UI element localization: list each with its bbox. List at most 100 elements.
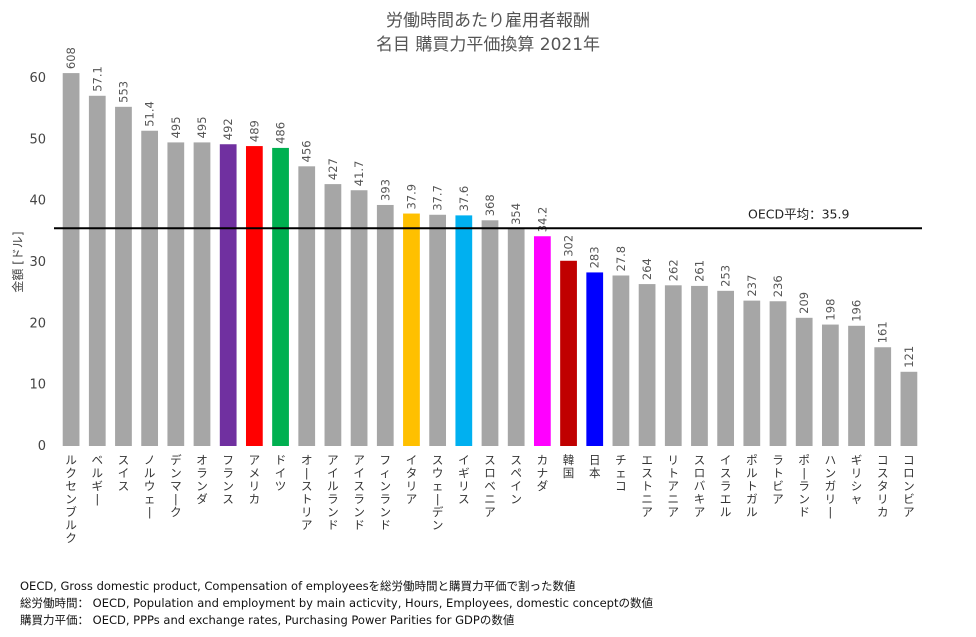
bar-value-label-17: 368 <box>483 194 497 216</box>
source-notes: OECD, Gross domestic product, Compensati… <box>20 578 960 629</box>
bar-25 <box>691 285 708 446</box>
category-label-3: スイス <box>118 453 130 493</box>
category-label-16: イギリス <box>458 453 470 506</box>
chart-title-line-1: 労働時間あたり雇用者報酬 <box>386 11 590 31</box>
bar-value-label-8: 489 <box>247 120 261 142</box>
category-label-15: スウェ|デン <box>432 453 444 532</box>
category-label-1: ルクセンブルク <box>65 453 77 545</box>
category-label-30: ハンガリ| <box>825 453 837 519</box>
category-label-23: エストニア <box>641 453 653 519</box>
bar-9 <box>272 147 289 447</box>
category-label-17: スロベニア <box>484 453 496 519</box>
bar-value-label-10: 456 <box>300 140 314 162</box>
bar-23 <box>638 284 656 446</box>
bar-value-label-27: 237 <box>745 275 759 297</box>
bar-value-label-26: 253 <box>719 265 733 287</box>
bar-11 <box>324 184 342 446</box>
y-tick-label-30: 30 <box>29 255 46 270</box>
bar-32 <box>874 347 892 446</box>
bar-value-label-4: 51.4 <box>143 101 157 127</box>
bar-value-label-12: 41.7 <box>352 161 366 187</box>
y-tick-label-60: 60 <box>29 71 46 86</box>
category-label-33: コロンビア <box>903 453 915 519</box>
bar-value-label-1: 608 <box>64 47 78 69</box>
category-label-29: ポ|ランド <box>798 453 810 519</box>
bar-10 <box>298 166 316 446</box>
bar-2 <box>88 95 106 446</box>
bar-6 <box>193 142 211 446</box>
bar-29 <box>795 317 813 446</box>
bar-value-label-6: 495 <box>195 116 209 138</box>
bar-chart: 労働時間あたり雇用者報酬 名目 購買力平価換算 2021年 金額 [ドル] 0 1… <box>10 11 922 545</box>
category-label-12: アイスランド <box>353 453 365 532</box>
category-label-7: フランス <box>222 453 234 506</box>
bar-value-label-14: 37.9 <box>404 184 418 210</box>
category-label-25: スロバキア <box>694 453 706 519</box>
bar-value-label-30: 198 <box>823 299 837 321</box>
category-label-22: チェコ <box>615 453 627 493</box>
bar-value-label-18: 354 <box>509 203 523 225</box>
bar-7 <box>219 144 237 447</box>
source-note-2: 総労働時間： OECD, Population and employment b… <box>20 596 653 610</box>
category-label-14: イタリア <box>406 453 418 506</box>
oecd-average-label: OECD平均：35.9 <box>748 206 849 221</box>
category-label-11: アイルランド <box>327 453 339 532</box>
bar-8 <box>245 146 263 446</box>
bar-33 <box>900 371 918 446</box>
bar-value-label-2: 57.1 <box>90 66 104 92</box>
bar-15 <box>429 214 447 446</box>
category-label-13: フィンランド <box>380 453 392 532</box>
bar-5 <box>167 142 185 446</box>
bar-value-label-20: 302 <box>562 235 576 257</box>
category-label-19: カナダ <box>537 453 549 493</box>
bar-17 <box>481 220 499 446</box>
bar-value-label-33: 121 <box>902 346 916 368</box>
category-label-24: リトアニア <box>668 453 680 519</box>
bar-20 <box>560 260 577 446</box>
bar-value-label-3: 553 <box>116 81 130 103</box>
category-label-28: ラトビア <box>772 453 784 506</box>
category-label-27: ポルトガル <box>746 453 758 519</box>
category-label-5: デンマ|ク <box>170 453 182 519</box>
bar-30 <box>821 324 839 446</box>
category-label-32: コスタリカ <box>877 453 889 519</box>
category-label-18: スペイン <box>510 453 522 506</box>
category-label-4: ノルウェ| <box>144 453 156 519</box>
bar-value-label-21: 283 <box>588 246 602 268</box>
chart-title-line-2: 名目 購買力平価換算 2021年 <box>376 35 600 55</box>
bar-4 <box>141 130 159 446</box>
bar-value-label-7: 492 <box>221 118 235 140</box>
category-label-6: オランダ <box>196 453 208 506</box>
bar-value-label-15: 37.7 <box>431 185 445 211</box>
bar-value-label-23: 264 <box>640 258 654 280</box>
category-label-9: ドイツ <box>275 453 287 493</box>
bar-12 <box>350 190 368 446</box>
bar-value-label-22: 27.8 <box>614 246 628 272</box>
bar-19 <box>533 236 551 446</box>
bar-18 <box>507 228 525 446</box>
y-tick-label-40: 40 <box>29 194 46 209</box>
bar-value-label-16: 37.6 <box>457 186 471 212</box>
bar-value-label-24: 262 <box>666 259 680 281</box>
bar-value-label-5: 495 <box>169 116 183 138</box>
bar-16 <box>455 215 473 446</box>
source-note-3: 購買力平価： OECD, PPPs and exchange rates, Pu… <box>20 613 515 627</box>
category-label-10: オ|ストリア <box>301 453 313 532</box>
bar-value-label-11: 427 <box>326 158 340 180</box>
y-tick-label-50: 50 <box>29 132 46 147</box>
category-label-2: ベルギ| <box>92 453 104 506</box>
bar-value-label-19: 34.2 <box>535 207 549 233</box>
bar-21 <box>586 272 604 446</box>
bar-31 <box>848 325 865 446</box>
bar-14 <box>403 213 420 446</box>
bar-value-label-32: 161 <box>876 321 890 343</box>
bar-value-label-25: 261 <box>692 260 706 282</box>
bar-value-label-31: 196 <box>850 300 864 322</box>
bar-value-label-13: 393 <box>378 179 392 201</box>
bar-13 <box>376 204 394 446</box>
category-label-31: ギリシャ <box>851 453 863 506</box>
y-tick-label-0: 0 <box>38 439 46 454</box>
bar-value-label-29: 209 <box>797 292 811 314</box>
y-tick-label-10: 10 <box>29 378 46 393</box>
bar-value-label-9: 486 <box>274 122 288 144</box>
